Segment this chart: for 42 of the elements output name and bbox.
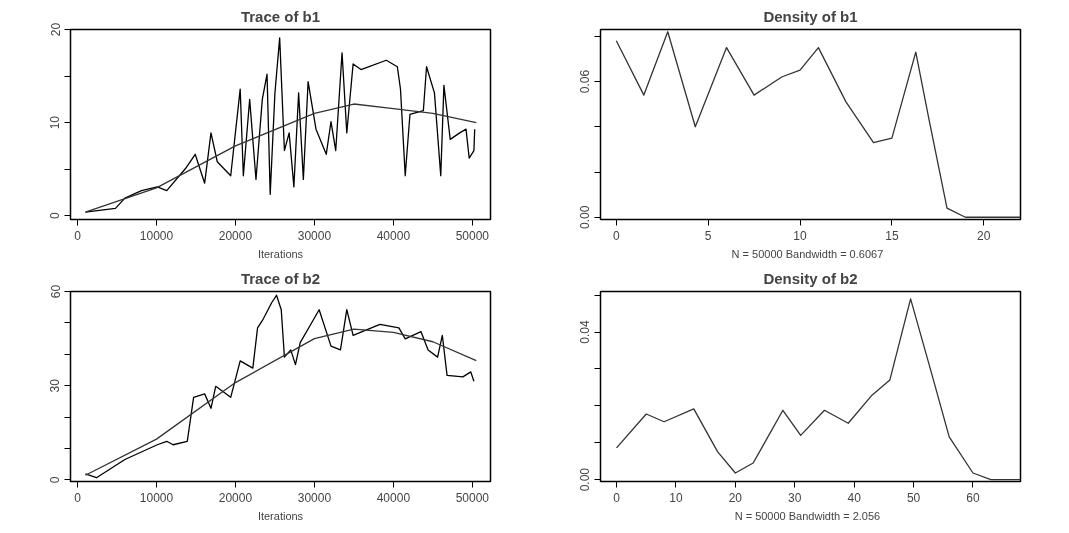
x-tick-label: 0 — [74, 228, 82, 243]
y-tick-label: 0 — [48, 212, 63, 220]
x-tick-label: 20000 — [218, 228, 253, 243]
x-tick-label: 40 — [847, 490, 862, 505]
y-tick-label: 10 — [48, 115, 63, 130]
x-tick-label: 10 — [793, 228, 808, 243]
x-tick-label: 10 — [669, 490, 683, 505]
x-tick-label: 30 — [788, 490, 802, 505]
chart-title: Trace of b2 — [240, 269, 321, 287]
y-tick-label: 60 — [48, 284, 63, 299]
x-tick-label: 15 — [885, 228, 899, 243]
x-tick-label: 5 — [704, 228, 712, 243]
x-tick-label: 0 — [613, 490, 621, 505]
y-tick-label: 0.00 — [578, 467, 593, 492]
y-tick-label: 20 — [48, 22, 63, 37]
x-axis-title: Iterations — [257, 247, 304, 260]
chart-title: Trace of b1 — [240, 7, 321, 25]
x-tick-label: 40000 — [376, 490, 411, 505]
x-tick-label: 30000 — [297, 490, 332, 505]
x-tick-label: 50000 — [455, 490, 490, 505]
x-tick-label: 0 — [74, 490, 82, 505]
y-tick-label: 0.06 — [578, 69, 593, 94]
x-axis-title: N = 50000 Bandwidth = 0.6067 — [731, 247, 884, 260]
x-tick-label: 60 — [966, 490, 980, 505]
x-tick-label: 20 — [728, 490, 743, 505]
x-tick-label: 10000 — [139, 490, 174, 505]
y-tick-label: 0 — [48, 476, 63, 484]
x-tick-label: 0 — [612, 228, 620, 243]
x-tick-label: 10000 — [139, 228, 174, 243]
x-tick-label: 20000 — [218, 490, 253, 505]
x-tick-label: 20 — [977, 228, 991, 243]
x-tick-label: 50 — [906, 490, 921, 505]
x-axis-title: Iterations — [257, 509, 304, 522]
x-tick-label: 30000 — [297, 228, 332, 243]
y-tick-label: 30 — [48, 378, 63, 393]
chart-title: Density of b1 — [763, 7, 858, 25]
y-tick-label: 0.00 — [578, 205, 593, 229]
y-tick-label: 0.04 — [578, 320, 593, 344]
chart-title: Density of b2 — [763, 269, 858, 287]
x-axis-title: N = 50000 Bandwidth = 2.056 — [734, 509, 881, 522]
x-tick-label: 40000 — [376, 228, 411, 243]
x-tick-label: 50000 — [455, 228, 490, 243]
